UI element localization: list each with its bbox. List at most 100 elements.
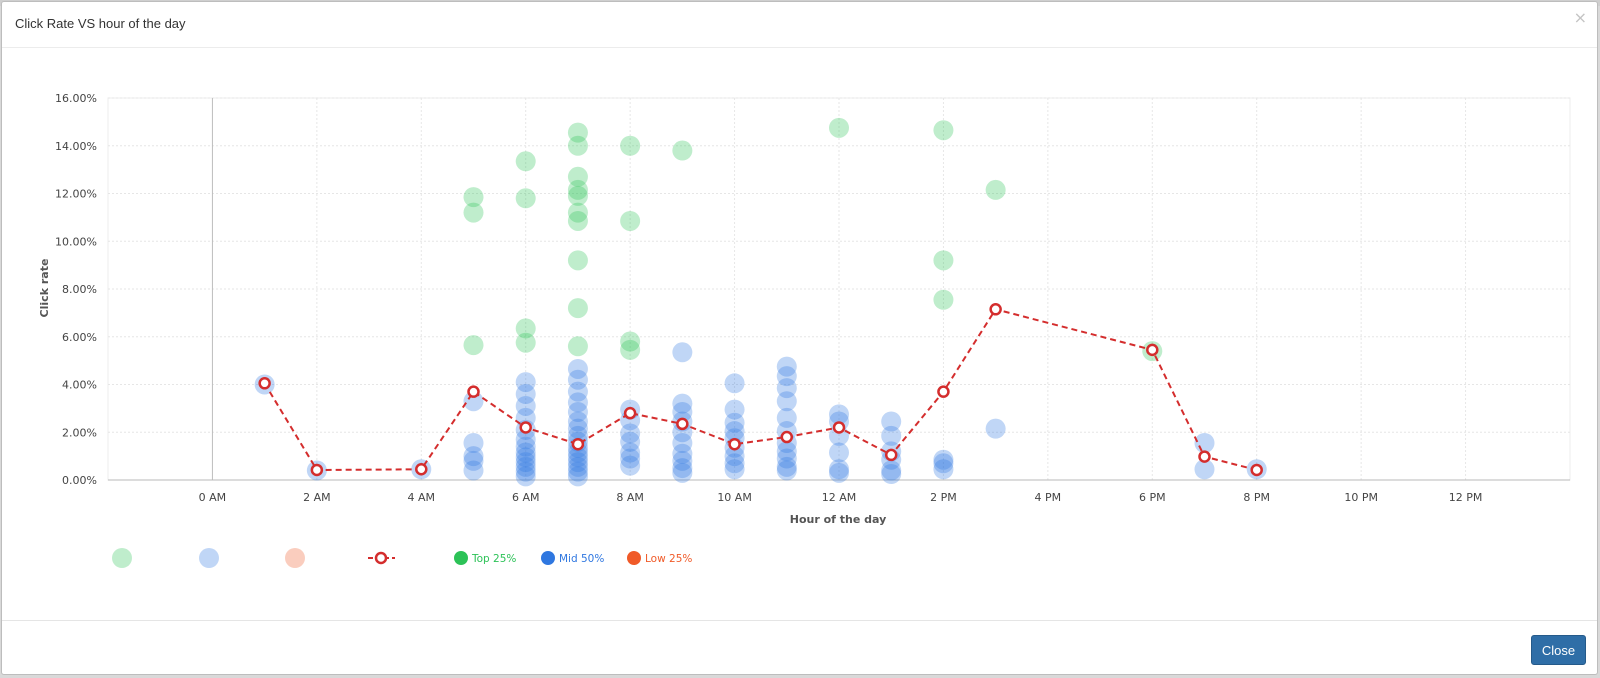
top-data-point[interactable]	[567, 185, 588, 206]
top-data-point[interactable]	[567, 122, 588, 143]
close-icon[interactable]: ×	[1573, 8, 1587, 27]
mid-data-point[interactable]	[776, 378, 797, 399]
mid-data-point[interactable]	[567, 411, 588, 432]
mid-data-point[interactable]	[933, 449, 954, 470]
mid-data-point[interactable]	[724, 399, 745, 420]
top-data-point[interactable]	[567, 179, 588, 200]
mid-data-point[interactable]	[620, 455, 641, 476]
mid-data-point[interactable]	[567, 381, 588, 402]
top-data-point[interactable]	[463, 187, 484, 208]
top-data-point[interactable]	[515, 188, 536, 209]
top-data-point[interactable]	[567, 210, 588, 231]
top-data-point[interactable]	[620, 210, 641, 231]
mid-data-point[interactable]	[933, 459, 954, 480]
mid-data-point[interactable]	[620, 431, 641, 452]
mid-data-point[interactable]	[672, 443, 693, 464]
mid-data-point[interactable]	[1194, 459, 1215, 480]
average-marker[interactable]	[676, 417, 689, 431]
mid-data-point[interactable]	[567, 358, 588, 379]
mid-data-point[interactable]	[463, 450, 484, 471]
legend-label-low[interactable]: Low 25%	[645, 553, 692, 565]
mid-data-point[interactable]	[463, 446, 484, 467]
top-data-point[interactable]	[515, 151, 536, 172]
average-marker[interactable]	[1146, 343, 1159, 357]
average-marker[interactable]	[1198, 450, 1211, 463]
average-marker[interactable]	[884, 448, 898, 462]
mid-data-point[interactable]	[881, 464, 902, 485]
mid-data-point[interactable]	[829, 442, 849, 463]
top-data-point[interactable]	[567, 336, 588, 357]
mid-data-point[interactable]	[776, 460, 797, 481]
mid-data-point[interactable]	[515, 452, 536, 473]
mid-data-point[interactable]	[567, 401, 588, 422]
average-marker[interactable]	[415, 463, 428, 476]
mid-data-point[interactable]	[515, 461, 536, 482]
mid-data-point[interactable]	[515, 384, 536, 405]
mid-data-point[interactable]	[515, 429, 536, 450]
top-data-point[interactable]	[567, 202, 588, 223]
mid-data-point[interactable]	[776, 456, 797, 477]
mid-data-point[interactable]	[672, 450, 693, 471]
legend-label-mid[interactable]: Mid 50%	[559, 553, 604, 565]
mid-data-point[interactable]	[776, 391, 797, 412]
mid-data-point[interactable]	[567, 461, 588, 482]
top-data-point[interactable]	[515, 318, 536, 339]
top-data-point[interactable]	[933, 250, 954, 271]
mid-data-point[interactable]	[881, 411, 902, 432]
close-button[interactable]: Close	[1531, 635, 1586, 665]
average-marker[interactable]	[571, 437, 585, 451]
top-data-point[interactable]	[933, 289, 954, 310]
top-data-point[interactable]	[933, 120, 954, 141]
top-data-point[interactable]	[672, 140, 693, 161]
top-data-point[interactable]	[620, 339, 641, 360]
mid-data-point[interactable]	[515, 456, 536, 477]
legend-swatch-low[interactable]	[627, 551, 641, 565]
top-data-point[interactable]	[463, 202, 484, 223]
mid-data-point[interactable]	[672, 393, 693, 414]
mid-data-point[interactable]	[567, 392, 588, 413]
mid-data-point[interactable]	[724, 421, 745, 442]
top-data-point[interactable]	[620, 331, 641, 352]
mid-data-point[interactable]	[724, 412, 745, 433]
mid-data-point[interactable]	[829, 404, 849, 425]
legend-swatch-top[interactable]	[454, 551, 468, 565]
mid-data-point[interactable]	[567, 466, 588, 487]
mid-data-point[interactable]	[567, 452, 588, 473]
top-data-point[interactable]	[567, 166, 588, 187]
mid-data-point[interactable]	[620, 448, 641, 469]
mid-data-point[interactable]	[881, 460, 902, 481]
top-data-point[interactable]	[463, 335, 484, 356]
mid-data-point[interactable]	[515, 447, 536, 468]
legend-label-top[interactable]: Top 25%	[471, 553, 516, 565]
mid-data-point[interactable]	[672, 342, 693, 363]
mid-data-point[interactable]	[724, 459, 745, 480]
mid-data-point[interactable]	[776, 407, 797, 428]
mid-data-point[interactable]	[463, 460, 484, 481]
mid-data-point[interactable]	[567, 447, 588, 468]
top-data-point[interactable]	[567, 298, 588, 319]
mid-data-point[interactable]	[567, 418, 588, 439]
average-marker[interactable]	[467, 385, 480, 398]
mid-data-point[interactable]	[776, 366, 797, 387]
top-data-point[interactable]	[620, 135, 641, 156]
average-marker[interactable]	[937, 385, 950, 398]
mid-data-point[interactable]	[672, 462, 693, 483]
mid-data-point[interactable]	[776, 448, 797, 469]
mid-data-point[interactable]	[515, 436, 536, 457]
mid-data-point[interactable]	[567, 369, 588, 390]
mid-data-point[interactable]	[672, 432, 693, 453]
mid-data-point[interactable]	[620, 423, 641, 444]
top-data-point[interactable]	[985, 179, 1006, 200]
mid-data-point[interactable]	[933, 453, 954, 474]
mid-data-point[interactable]	[672, 458, 693, 479]
average-marker[interactable]	[623, 406, 637, 420]
average-marker[interactable]	[832, 421, 846, 434]
top-data-point[interactable]	[567, 135, 588, 156]
mid-data-point[interactable]	[881, 425, 902, 446]
mid-data-point[interactable]	[724, 373, 745, 394]
average-marker[interactable]	[519, 421, 532, 434]
top-data-point[interactable]	[829, 117, 849, 138]
average-marker[interactable]	[989, 303, 1002, 316]
mid-data-point[interactable]	[829, 462, 849, 483]
mid-data-point[interactable]	[620, 442, 641, 463]
